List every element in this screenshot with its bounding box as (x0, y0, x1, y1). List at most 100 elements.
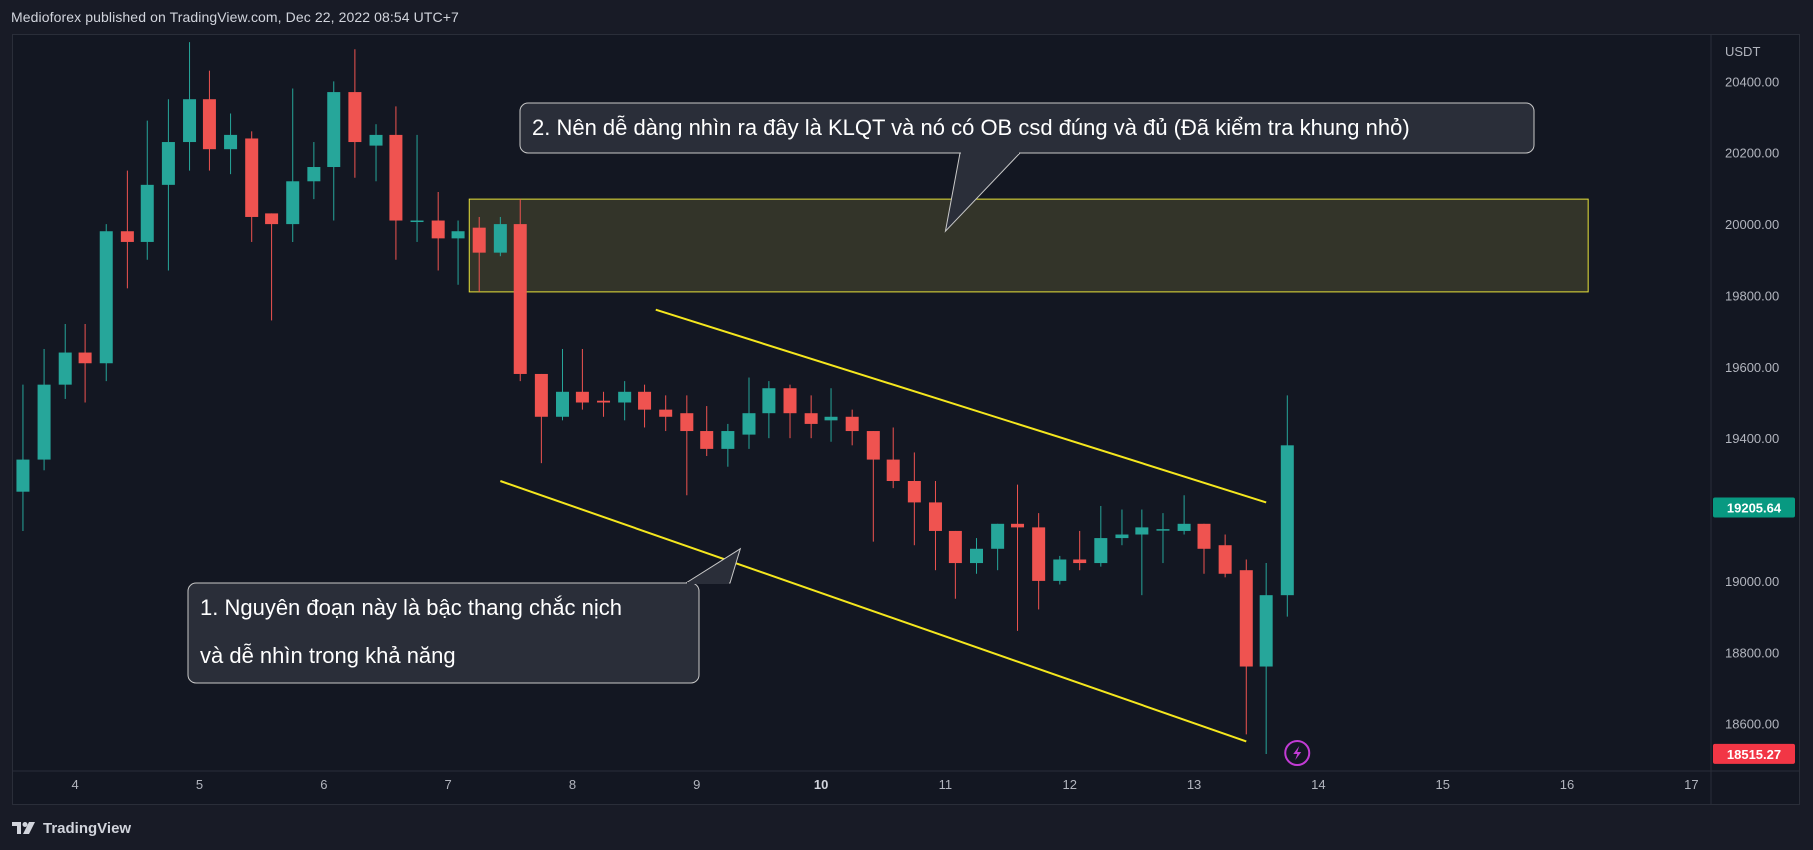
candle-body[interactable] (1259, 595, 1273, 667)
candle-body[interactable] (659, 409, 673, 417)
candlestick-chart[interactable]: USDT18600.0018800.0019000.0019200.001940… (0, 0, 1813, 810)
price-label-low-text: 18515.27 (1727, 747, 1781, 762)
candle-body[interactable] (1135, 527, 1149, 535)
candle-body[interactable] (183, 99, 197, 143)
candle-body[interactable] (1239, 570, 1253, 667)
time-tick-label: 12 (1063, 777, 1077, 792)
order-block-zone[interactable] (468, 198, 1589, 293)
candle-body[interactable] (1280, 445, 1294, 596)
price-label-current-text: 19205.64 (1727, 501, 1782, 516)
candle-body[interactable] (245, 138, 259, 217)
candle-body[interactable] (1218, 545, 1232, 574)
lightning-icon[interactable] (1284, 740, 1311, 766)
candle-body[interactable] (783, 388, 797, 414)
price-label-current (1713, 497, 1795, 518)
lightning-bolt-glyph (1293, 746, 1302, 760)
candle-body[interactable] (762, 388, 776, 414)
time-tick-label: 11 (939, 777, 953, 792)
candle-body[interactable] (597, 400, 611, 403)
candle-body[interactable] (1094, 538, 1108, 564)
candle-body[interactable] (161, 142, 175, 185)
candle-body[interactable] (845, 416, 859, 432)
candle-body[interactable] (99, 231, 113, 364)
candle-body[interactable] (493, 224, 507, 253)
price-tick-label: 19400.00 (1725, 431, 1779, 446)
candle-body[interactable] (928, 502, 942, 531)
callout-1-text: và dễ nhìn trong khả năng (200, 643, 456, 668)
price-tick-label: 19600.00 (1725, 360, 1779, 375)
callout-2-text: 2. Nên dễ dàng nhìn ra đây là KLQT và nó… (532, 115, 1410, 140)
time-tick-label: 9 (693, 777, 700, 792)
candle-body[interactable] (948, 530, 962, 564)
price-tick-label: 20400.00 (1725, 74, 1779, 89)
candle-body[interactable] (886, 459, 900, 481)
tradingview-logo[interactable]: TradingView (12, 818, 131, 838)
candle-body[interactable] (1053, 559, 1067, 581)
time-tick-label: 14 (1311, 777, 1325, 792)
callout-2-box[interactable] (519, 102, 1535, 154)
candle-body[interactable] (721, 431, 735, 449)
time-tick-label: 15 (1435, 777, 1449, 792)
time-tick-label: 16 (1560, 777, 1574, 792)
price-tick-label: 19800.00 (1725, 288, 1779, 303)
candle-body[interactable] (618, 391, 632, 403)
candle-body[interactable] (575, 391, 589, 403)
callout-1-box[interactable] (187, 582, 700, 684)
candle-body[interactable] (37, 384, 51, 460)
candle-body[interactable] (327, 92, 341, 168)
candle-body[interactable] (1073, 559, 1087, 564)
price-tick-label: 18600.00 (1725, 717, 1779, 732)
candle-body[interactable] (389, 134, 403, 221)
candle-body[interactable] (472, 227, 486, 253)
time-tick-label: 17 (1684, 777, 1698, 792)
candle-body[interactable] (969, 548, 983, 564)
candle-body[interactable] (58, 352, 72, 385)
time-tick-label: 6 (320, 777, 327, 792)
candle-body[interactable] (307, 167, 321, 182)
tradingview-logo-icon (12, 822, 35, 834)
candle-body[interactable] (1115, 534, 1129, 539)
callout-1-text: 1. Nguyên đoạn này là bậc thang chắc nịc… (200, 595, 622, 620)
candle-body[interactable] (1011, 523, 1025, 528)
price-tick-label: 20200.00 (1725, 146, 1779, 161)
candle-body[interactable] (369, 134, 383, 146)
callout-1-pointer (684, 547, 742, 584)
candle-body[interactable] (140, 184, 154, 242)
candle-body[interactable] (824, 416, 838, 421)
time-tick-label: 13 (1187, 777, 1201, 792)
candle-body[interactable] (202, 99, 216, 150)
candle-body[interactable] (1197, 523, 1211, 549)
candle-body[interactable] (991, 523, 1005, 549)
candle-body[interactable] (700, 431, 714, 449)
time-tick-label: 7 (445, 777, 452, 792)
candle-body[interactable] (265, 213, 279, 225)
trendline-upper[interactable] (655, 308, 1267, 504)
candle-body[interactable] (224, 134, 238, 150)
time-tick-label: 10 (814, 777, 828, 792)
candle-body[interactable] (907, 480, 921, 503)
candle-body[interactable] (410, 220, 424, 223)
published-caption: Medioforex published on TradingView.com,… (11, 9, 459, 25)
price-tick-label: 18800.00 (1725, 645, 1779, 660)
candle-body[interactable] (804, 413, 818, 424)
candle-body[interactable] (431, 220, 445, 239)
candle-body[interactable] (348, 92, 362, 143)
candle-body[interactable] (556, 391, 570, 417)
candle-body[interactable] (1156, 529, 1170, 531)
candle-body[interactable] (866, 431, 880, 460)
candle-body[interactable] (742, 413, 756, 435)
candle-body[interactable] (451, 231, 465, 239)
candle-body[interactable] (78, 352, 92, 364)
candle-body[interactable] (534, 373, 548, 417)
candle-body[interactable] (513, 224, 527, 374)
tradingview-brand-text: TradingView (43, 819, 132, 837)
time-tick-label: 4 (72, 777, 79, 792)
candle-body[interactable] (638, 391, 652, 410)
candle-body[interactable] (16, 459, 30, 492)
candle-body[interactable] (1032, 527, 1046, 581)
candle-body[interactable] (286, 181, 300, 225)
candle-body[interactable] (120, 231, 134, 242)
candle-body[interactable] (1177, 523, 1191, 531)
trendline-lower[interactable] (500, 480, 1247, 743)
candle-body[interactable] (680, 413, 694, 432)
